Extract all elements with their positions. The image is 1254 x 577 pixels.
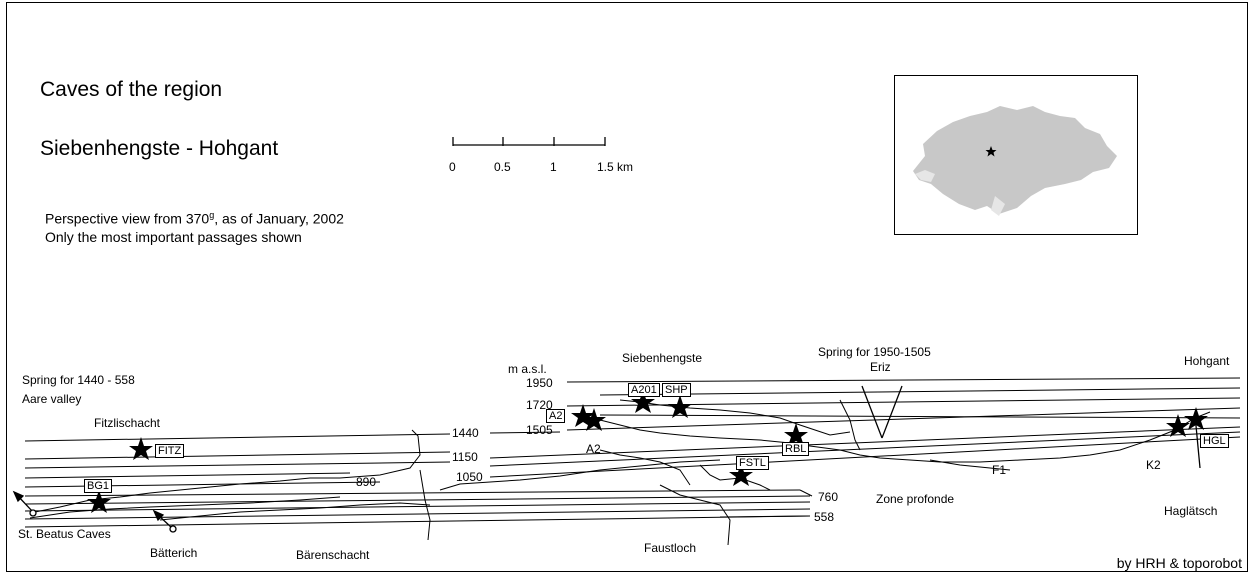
scale-tick-0: 0	[449, 160, 456, 174]
eriz-label: Eriz	[870, 360, 891, 374]
f1-label: F1	[992, 463, 1007, 477]
view-note: Only the most important passages shown	[45, 229, 302, 245]
batterich-label: Bätterich	[150, 546, 198, 560]
credit-text: by HRH & toporobot	[1116, 555, 1242, 571]
inset-map	[894, 75, 1138, 235]
map-title: Caves of the region	[40, 78, 223, 101]
elevation-760: 760	[818, 490, 839, 504]
elevation-1440: 1440	[452, 426, 479, 440]
cave-code-bg1: BG1	[84, 479, 113, 493]
siebenhengste-label: Siebenhengste	[622, 351, 703, 365]
elevation-890: 890	[356, 475, 377, 489]
a2-passage-label: A2	[586, 442, 601, 456]
zone-profonde-label: Zone profonde	[876, 492, 955, 506]
cave-code-fitz: FITZ	[155, 444, 185, 458]
cave-code-a2: A2	[546, 409, 566, 423]
faustloch-label: Faustloch	[644, 541, 697, 555]
elevation-unit-label: m a.s.l.	[508, 362, 547, 376]
scale-tick-1: 1	[550, 160, 557, 174]
elevation-1720: 1720	[526, 398, 553, 412]
elevation-1950: 1950	[526, 376, 553, 390]
spring-right-label: Spring for 1950-1505	[818, 345, 931, 359]
fitzlischacht-label: Fitzlischacht	[94, 416, 161, 430]
aare-valley-label: Aare valley	[22, 392, 82, 406]
barenschacht-label: Bärenschacht	[296, 548, 370, 562]
switzerland-silhouette	[913, 106, 1117, 216]
map-frame	[6, 2, 1248, 572]
k2-label: K2	[1146, 458, 1161, 472]
scale-tick-15: 1.5 km	[597, 160, 634, 174]
cave-code-a201: A201	[628, 383, 660, 397]
spring-left-label: Spring for 1440 - 558	[22, 373, 135, 387]
view-description: Perspective view from 370g, as of Januar…	[45, 210, 344, 227]
cave-code-fstl: FSTL	[736, 456, 769, 470]
elevation-558: 558	[814, 510, 835, 524]
cave-code-rbl: RBL	[782, 442, 810, 456]
st-beatus-label: St. Beatus Caves	[18, 527, 111, 541]
elevation-1050: 1050	[456, 470, 483, 484]
map-subtitle: Siebenhengste - Hohgant	[40, 137, 279, 160]
elevation-1505: 1505	[526, 423, 553, 437]
cave-code-shp: SHP	[662, 383, 691, 397]
cave-code-hgl: HGL	[1200, 434, 1229, 448]
location-star-icon	[985, 146, 997, 157]
haglatsch-label: Haglätsch	[1164, 504, 1218, 518]
hohgant-label: Hohgant	[1184, 354, 1230, 368]
scale-tick-05: 0.5	[494, 160, 511, 174]
elevation-1150: 1150	[452, 450, 478, 464]
